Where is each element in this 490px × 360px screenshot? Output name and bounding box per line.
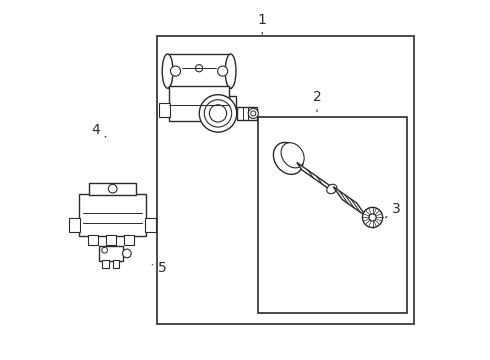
Text: 5: 5 bbox=[152, 261, 167, 275]
Ellipse shape bbox=[273, 143, 303, 174]
Circle shape bbox=[363, 207, 383, 228]
Bar bbox=[159, 103, 170, 117]
Bar bbox=[99, 246, 122, 261]
Bar bbox=[157, 36, 414, 324]
Circle shape bbox=[196, 65, 203, 72]
Text: 4: 4 bbox=[91, 123, 106, 137]
Circle shape bbox=[102, 247, 107, 253]
Bar bbox=[229, 96, 236, 113]
Bar bbox=[102, 260, 109, 268]
Circle shape bbox=[251, 111, 256, 116]
Bar bbox=[124, 235, 134, 245]
Bar bbox=[113, 260, 120, 268]
Bar bbox=[168, 54, 231, 88]
Bar bbox=[69, 218, 80, 232]
Text: 1: 1 bbox=[258, 13, 267, 34]
Circle shape bbox=[369, 214, 376, 221]
Bar bbox=[258, 117, 407, 313]
Circle shape bbox=[108, 184, 117, 193]
Ellipse shape bbox=[281, 143, 304, 168]
Text: 3: 3 bbox=[386, 202, 401, 218]
Text: 2: 2 bbox=[313, 90, 321, 112]
Ellipse shape bbox=[327, 184, 337, 194]
Polygon shape bbox=[297, 162, 335, 193]
Circle shape bbox=[122, 249, 131, 258]
Bar bbox=[170, 86, 229, 121]
Circle shape bbox=[248, 108, 258, 118]
Bar bbox=[237, 107, 257, 120]
Bar bbox=[145, 218, 156, 232]
Circle shape bbox=[199, 95, 237, 132]
Polygon shape bbox=[333, 186, 366, 216]
Bar bbox=[88, 235, 98, 245]
Bar bbox=[106, 235, 117, 245]
Ellipse shape bbox=[162, 54, 173, 88]
Circle shape bbox=[204, 100, 232, 127]
Bar bbox=[90, 183, 136, 195]
Circle shape bbox=[171, 66, 180, 76]
Bar bbox=[79, 194, 146, 236]
Ellipse shape bbox=[225, 54, 236, 88]
Circle shape bbox=[209, 105, 227, 122]
Circle shape bbox=[218, 66, 228, 76]
